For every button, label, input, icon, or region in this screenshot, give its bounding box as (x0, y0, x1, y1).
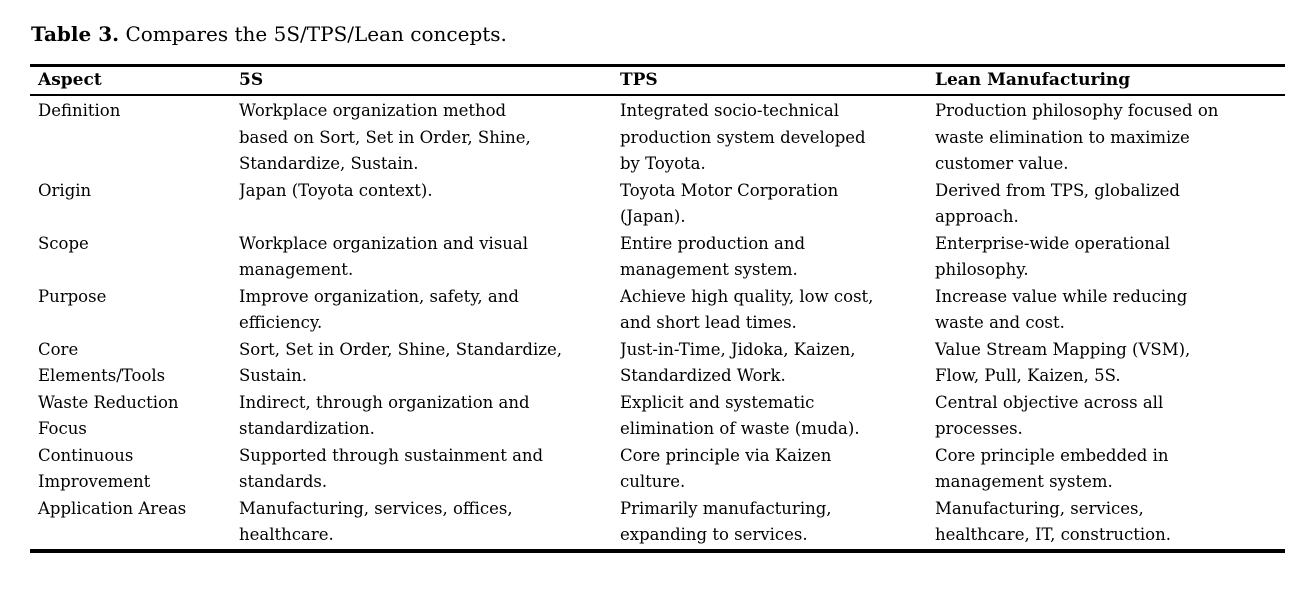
cell-tps: Achieve high quality, low cost, and shor… (620, 286, 874, 333)
cell-lean: Central objective across all processes. (935, 392, 1164, 439)
cell-tps: Primarily manufacturing, expanding to se… (620, 498, 832, 545)
cell-aspect: Continuous Improvement (38, 445, 151, 492)
cell-tps: Core principle via Kaizen culture. (620, 445, 832, 492)
cell-5s: Workplace organization and visual manage… (239, 233, 529, 280)
cell-5s: Manufacturing, services, offices, health… (239, 498, 513, 545)
cell-5s: Improve organization, safety, and effici… (239, 286, 519, 333)
cell-5s: Supported through sustainment and standa… (239, 445, 544, 492)
cell-5s: Indirect, through organization and stand… (239, 392, 530, 439)
cell-lean: Production philosophy focused on waste e… (935, 101, 1219, 173)
cell-lean: Manufacturing, services, healthcare, IT,… (935, 498, 1171, 545)
cell-5s: Workplace organization method based on S… (239, 101, 531, 173)
cell-tps: Integrated socio-technical production sy… (620, 101, 866, 173)
cell-lean: Core principle embedded in management sy… (935, 445, 1169, 492)
table-row: Scope Workplace organization and visual … (30, 231, 1285, 284)
cell-lean: Enterprise-wide operational philosophy. (935, 233, 1171, 280)
cell-5s: Japan (Toyota context). (239, 180, 433, 200)
table-row: Definition Workplace organization method… (30, 95, 1285, 178)
cell-lean: Increase value while reducing waste and … (935, 286, 1188, 333)
table-row: Origin Japan (Toyota context). Toyota Mo… (30, 178, 1285, 231)
cell-aspect: Waste Reduction Focus (38, 392, 179, 439)
column-header-5s: 5S (239, 65, 620, 96)
cell-aspect: Purpose (38, 286, 107, 306)
cell-tps: Toyota Motor Corporation (Japan). (620, 180, 839, 227)
cell-5s: Sort, Set in Order, Shine, Standardize, … (239, 339, 562, 386)
table-row: Purpose Improve organization, safety, an… (30, 284, 1285, 337)
cell-tps: Explicit and systematic elimination of w… (620, 392, 860, 439)
table-caption-label: Table 3. (31, 22, 120, 46)
table-row: Application Areas Manufacturing, service… (30, 496, 1285, 551)
cell-aspect: Definition (38, 101, 121, 120)
cell-aspect: Scope (38, 233, 89, 253)
table-caption-text: Compares the 5S/TPS/Lean concepts. (125, 22, 507, 46)
table-row: Continuous Improvement Supported through… (30, 443, 1285, 496)
table-caption: Table 3. Compares the 5S/TPS/Lean concep… (31, 21, 1285, 47)
table-header-row: Aspect 5S TPS Lean Manufacturing (30, 65, 1285, 96)
column-header-aspect: Aspect (30, 65, 239, 96)
cell-aspect: Origin (38, 180, 92, 200)
comparison-table: Aspect 5S TPS Lean Manufacturing Definit… (30, 64, 1285, 553)
column-header-tps: TPS (620, 65, 935, 96)
cell-lean: Value Stream Mapping (VSM), Flow, Pull, … (935, 339, 1191, 386)
table-body: Definition Workplace organization method… (30, 95, 1285, 551)
cell-aspect: Application Areas (38, 498, 187, 518)
cell-tps: Just-in-Time, Jidoka, Kaizen, Standardiz… (620, 339, 856, 386)
cell-tps: Entire production and management system. (620, 233, 806, 280)
cell-lean: Derived from TPS, globalized approach. (935, 180, 1180, 227)
table-row: Core Elements/Tools Sort, Set in Order, … (30, 337, 1285, 390)
cell-aspect: Core Elements/Tools (38, 339, 166, 386)
table-row: Waste Reduction Focus Indirect, through … (30, 390, 1285, 443)
column-header-lean: Lean Manufacturing (935, 65, 1285, 96)
